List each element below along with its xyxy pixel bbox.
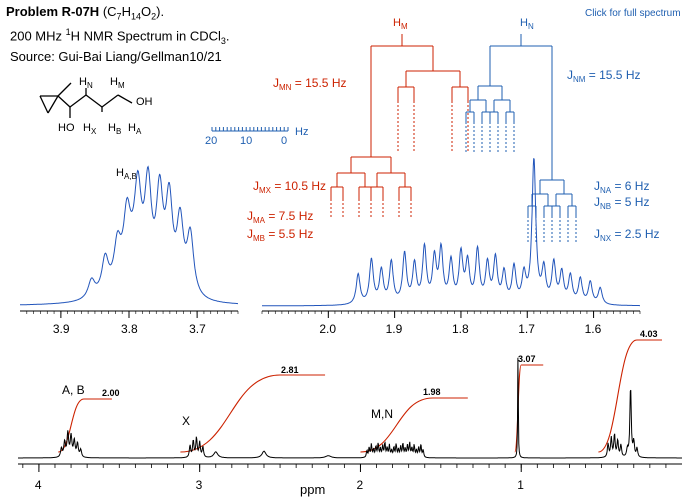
j-ma-label: JMA = 7.5 Hz bbox=[247, 209, 313, 225]
chemical-structure bbox=[39, 82, 133, 118]
struct-label-hx: HX bbox=[83, 122, 97, 136]
struct-label-oh: OH bbox=[136, 96, 153, 108]
source-line: Source: Gui-Bai Liang/Gellman10/21 bbox=[10, 48, 222, 64]
scale-tick-10: 10 bbox=[240, 135, 252, 147]
j-mb-label: JMB = 5.5 Hz bbox=[247, 227, 313, 243]
full-tick-label-3: 1 bbox=[517, 478, 524, 492]
full-spectrum-link[interactable]: Click for full spectrum bbox=[585, 8, 681, 19]
j-nb-label: JNB = 5 Hz bbox=[594, 195, 649, 211]
integral-curves bbox=[57, 339, 662, 453]
integral-label-3: 3.07 bbox=[518, 354, 536, 364]
ab-panel-label: HA,B bbox=[116, 167, 137, 181]
inset-ab-chart: 3.9 3.8 3.7 HA,B bbox=[20, 165, 239, 336]
ab-tick-label-0: 3.9 bbox=[53, 322, 70, 336]
j-mx-label: JMX = 10.5 Hz bbox=[253, 179, 326, 195]
struct-label-hn: HN bbox=[79, 76, 93, 90]
struct-label-hb: HB bbox=[108, 122, 121, 136]
hm-splitting-tree bbox=[330, 34, 469, 219]
full-xlabel: ppm bbox=[300, 482, 325, 497]
ab-spectrum-trace bbox=[20, 165, 238, 306]
inset-mn-chart: 2.0 1.9 1.8 1.7 1.6 bbox=[261, 34, 641, 336]
hn-splitting-tree bbox=[465, 34, 577, 242]
spectrum-line: 200 MHz 1H NMR Spectrum in CDCl3. bbox=[10, 26, 230, 46]
peak-label-2: M,N bbox=[371, 407, 393, 421]
integral-label-1: 2.81 bbox=[281, 365, 299, 375]
scale-tick-20: 20 bbox=[205, 135, 217, 147]
struct-label-hm: HM bbox=[110, 76, 125, 90]
title-block: Problem R-07H (C7H14O2). 200 MHz 1H NMR … bbox=[6, 4, 230, 64]
peak-label-0: A, B bbox=[62, 383, 85, 397]
mn-spectrum-trace bbox=[262, 158, 640, 307]
hz-scale-bar bbox=[211, 127, 289, 132]
struct-label-ho: HO bbox=[58, 122, 75, 134]
scale-unit: Hz bbox=[295, 126, 308, 138]
mn-tick-label-4: 1.6 bbox=[585, 322, 602, 336]
full-spectrum-chart: 4 3 2 1 ppm A, B X M,N 2.00 2.81 1.98 3.07 4.03 bbox=[18, 329, 682, 497]
full-spectrum-trace bbox=[18, 357, 682, 459]
title-line: Problem R-07H (C7H14O2). bbox=[6, 4, 230, 25]
hn-label: HN bbox=[520, 17, 534, 31]
peak-label-1: X bbox=[182, 414, 190, 428]
j-nm-label: JNM = 15.5 Hz bbox=[567, 68, 640, 84]
ab-tick-label-1: 3.8 bbox=[121, 322, 138, 336]
mn-tick-label-1: 1.9 bbox=[386, 322, 403, 336]
full-tick-label-0: 4 bbox=[35, 478, 42, 492]
full-tick-label-2: 2 bbox=[356, 478, 363, 492]
problem-id: Problem R-07H bbox=[6, 4, 100, 19]
integral-label-2: 1.98 bbox=[423, 387, 441, 397]
scale-tick-0: 0 bbox=[281, 135, 287, 147]
mn-tick-label-2: 1.8 bbox=[452, 322, 469, 336]
mn-tick-label-0: 2.0 bbox=[319, 322, 336, 336]
mn-tick-label-3: 1.7 bbox=[518, 322, 535, 336]
j-mn-label: JMN = 15.5 Hz bbox=[273, 76, 346, 92]
hm-label: HM bbox=[393, 17, 408, 31]
struct-label-ha: HA bbox=[128, 122, 142, 136]
integral-label-0: 2.00 bbox=[102, 388, 120, 398]
formula: (C7H14O2). bbox=[102, 4, 165, 22]
full-tick-label-1: 3 bbox=[196, 478, 203, 492]
j-nx-label: JNX = 2.5 Hz bbox=[594, 227, 659, 243]
integral-label-4: 4.03 bbox=[640, 329, 658, 339]
ab-tick-label-2: 3.7 bbox=[189, 322, 206, 336]
j-na-label: JNA = 6 Hz bbox=[594, 179, 649, 195]
